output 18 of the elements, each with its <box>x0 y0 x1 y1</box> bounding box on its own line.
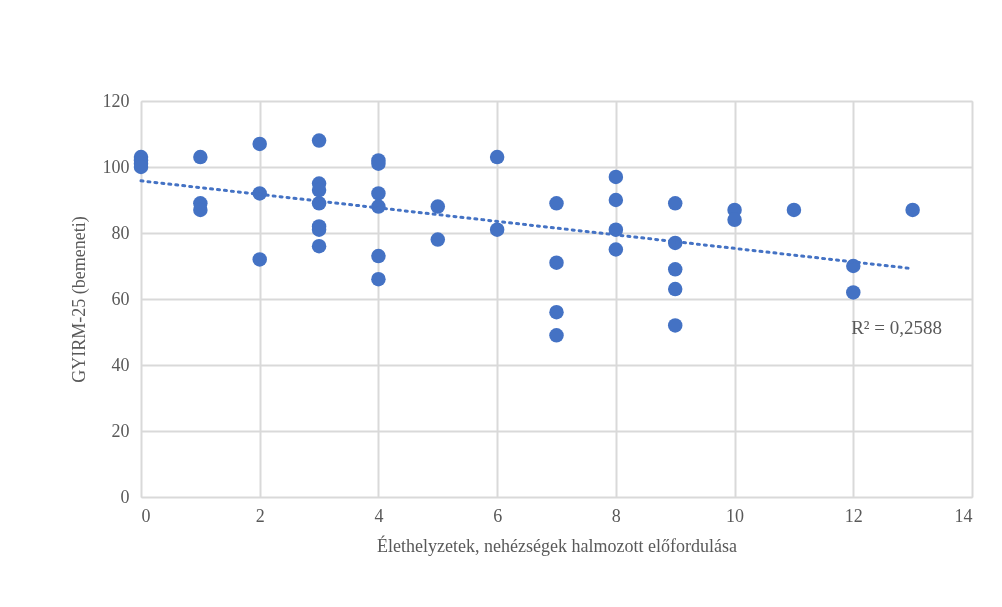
x-tick-label: 10 <box>726 505 745 526</box>
y-tick-label: 40 <box>111 354 130 375</box>
y-tick-label: 80 <box>111 222 130 243</box>
y-tick-label: 60 <box>111 288 130 309</box>
x-tick-label: 14 <box>954 505 973 526</box>
x-axis-title: Élethelyzetek, nehézségek halmozott előfordulása <box>377 534 737 556</box>
y-tick-label: 20 <box>111 420 130 441</box>
x-tick-label: 8 <box>611 505 621 526</box>
y-tick-label: 120 <box>102 90 130 111</box>
x-tick-label: 6 <box>493 505 503 526</box>
y-axis-title: GYIRM-25 (bemeneti) <box>68 216 90 383</box>
y-tick-label: 100 <box>102 156 130 177</box>
x-tick-label: 0 <box>141 505 151 526</box>
annotation: R² = 0,2588 <box>851 317 942 338</box>
y-tick-label: 0 <box>120 486 130 507</box>
x-tick-label: 4 <box>374 505 384 526</box>
x-tick-label: 2 <box>255 505 265 526</box>
x-tick-label: 12 <box>844 505 863 526</box>
